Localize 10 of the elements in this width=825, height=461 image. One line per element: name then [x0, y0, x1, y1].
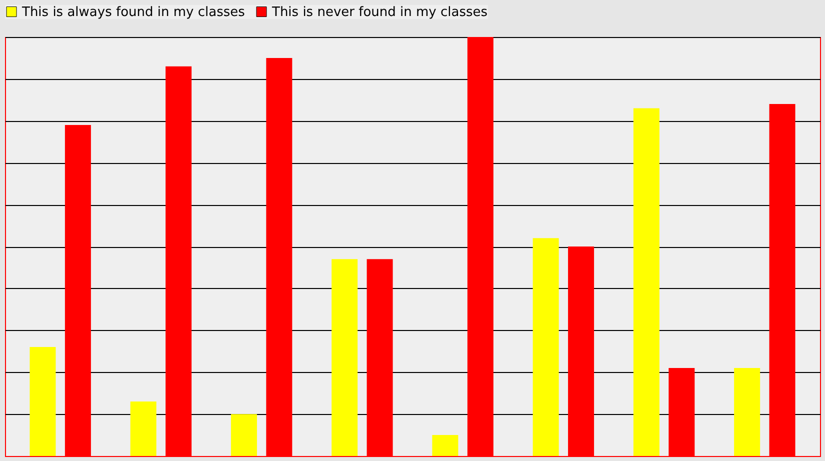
bar: [30, 347, 56, 456]
bar: [130, 402, 156, 456]
legend-label: This is never found in my classes: [271, 4, 488, 20]
bar: [432, 435, 458, 456]
bar: [332, 259, 358, 456]
legend-label: This is always found in my classes: [21, 4, 246, 20]
bar: [532, 238, 559, 456]
bar: [633, 108, 660, 456]
bar: [734, 368, 760, 456]
bar: [230, 414, 257, 456]
